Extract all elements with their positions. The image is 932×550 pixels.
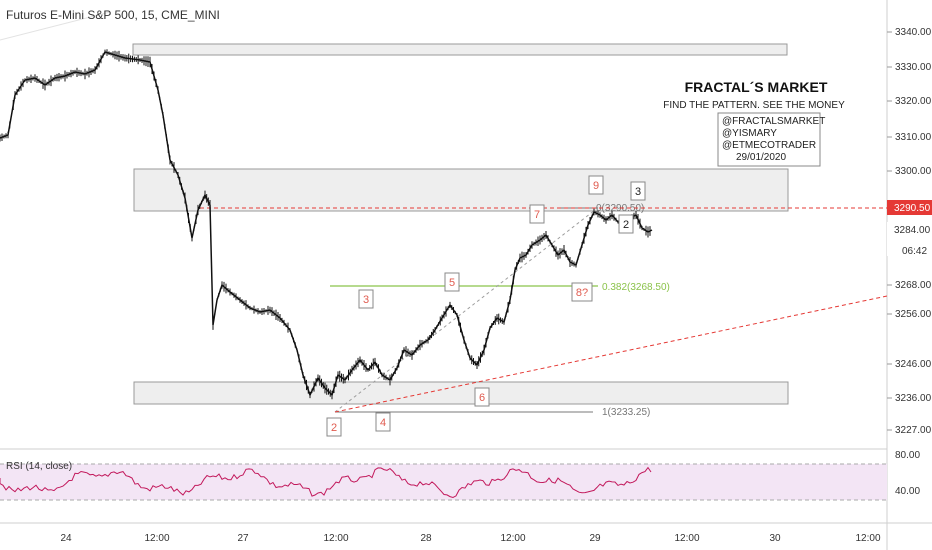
- credit-line-3: @ETMECOTRADER: [722, 140, 816, 151]
- rsi-label: RSI (14, close): [6, 461, 72, 472]
- secondary-price-label: 3284.00: [894, 225, 931, 236]
- rsi-tick-80: 80.00: [895, 450, 920, 461]
- time-tick-label: 28: [420, 533, 432, 544]
- credit-line-2: @YISMARY: [722, 128, 777, 139]
- faint-trendline: [0, 11, 111, 41]
- price-tick-label: 3340.00: [895, 27, 932, 38]
- resistance-zone-middle[interactable]: [133, 168, 789, 212]
- rsi-line: [0, 466, 652, 499]
- resistance-zone-top[interactable]: [132, 43, 788, 56]
- bar-countdown: 06:42: [902, 246, 927, 257]
- time-tick-label: 12:00: [323, 533, 348, 544]
- time-tick-label: 24: [60, 533, 72, 544]
- credit-date: 29/01/2020: [736, 152, 786, 163]
- price-tick-label: 3227.00: [895, 425, 932, 436]
- wave-label-text: 6: [479, 392, 485, 404]
- price-tick-label: 3330.00: [895, 62, 932, 73]
- symbol-title: Futuros E-Mini S&P 500, 15, CME_MINI: [6, 8, 220, 22]
- wave-label-text: 8?: [576, 287, 588, 299]
- price-tick-label: 3320.00: [895, 96, 932, 107]
- fib-level-1-label: 1(3233.25): [602, 407, 650, 418]
- brand-title: FRACTAL´S MARKET: [685, 79, 828, 95]
- wave-label-text: 3: [635, 186, 641, 198]
- wave-labels: 2 3 4 5 6 7 8? 9 3 2: [326, 175, 646, 437]
- rsi-tick-40: 40.00: [895, 486, 920, 497]
- fib-level-0382-label: 0.382(3268.50): [602, 282, 670, 293]
- wave-label-box: [375, 412, 391, 432]
- time-axis[interactable]: 24 12:00 27 12:00 28 12:00 29 12:00 30 12:00: [60, 533, 881, 544]
- wave-label-box: [444, 272, 460, 292]
- time-tick-label: 12:00: [674, 533, 699, 544]
- last-price-tag: [887, 200, 932, 215]
- wave-label-text: 2: [331, 422, 337, 434]
- time-tick-label: 27: [237, 533, 249, 544]
- wave-label-box: [326, 417, 342, 437]
- price-tick-label: 3268.00: [895, 280, 932, 291]
- price-tick-label: 3246.00: [895, 359, 932, 370]
- time-tick-label: 30: [769, 533, 781, 544]
- time-tick-label: 12:00: [500, 533, 525, 544]
- wave-label-box: [474, 387, 490, 407]
- wave-label-text: 4: [380, 417, 386, 429]
- credit-line-1: @FRACTALSMARKET: [722, 116, 825, 127]
- time-tick-label: 12:00: [144, 533, 169, 544]
- time-tick-label: 29: [589, 533, 601, 544]
- wave-label-box: [630, 181, 646, 201]
- brand-tagline: FIND THE PATTERN. SEE THE MONEY: [663, 100, 845, 111]
- price-tick-label: 3236.00: [895, 393, 932, 404]
- wave-label-box: [529, 204, 545, 224]
- support-zone-bottom[interactable]: [133, 381, 789, 405]
- wave-label-text: 7: [534, 209, 540, 221]
- fib-trend-line[interactable]: [334, 209, 596, 413]
- secondary-price-tag: [887, 222, 932, 256]
- price-tick-label: 3300.00: [895, 166, 932, 177]
- ascending-dashed-trendline[interactable]: [334, 295, 888, 413]
- price-tick-label: 3256.00: [895, 309, 932, 320]
- wave-label-text: 2: [623, 219, 629, 231]
- wave-label-text: 9: [593, 180, 599, 192]
- wave-label-box: [571, 282, 593, 302]
- price-candles: [0, 49, 653, 400]
- wave-label-box: [358, 289, 374, 309]
- price-tick-label: 3310.00: [895, 132, 932, 143]
- time-tick-label: 12:00: [855, 533, 880, 544]
- last-price-label: 3290.50: [894, 203, 931, 214]
- wave-label-text: 3: [363, 294, 369, 306]
- credits-box: [717, 112, 821, 167]
- wave-label-box: [588, 175, 604, 195]
- wave-label-box: [618, 214, 634, 234]
- wave-label-text: 5: [449, 277, 455, 289]
